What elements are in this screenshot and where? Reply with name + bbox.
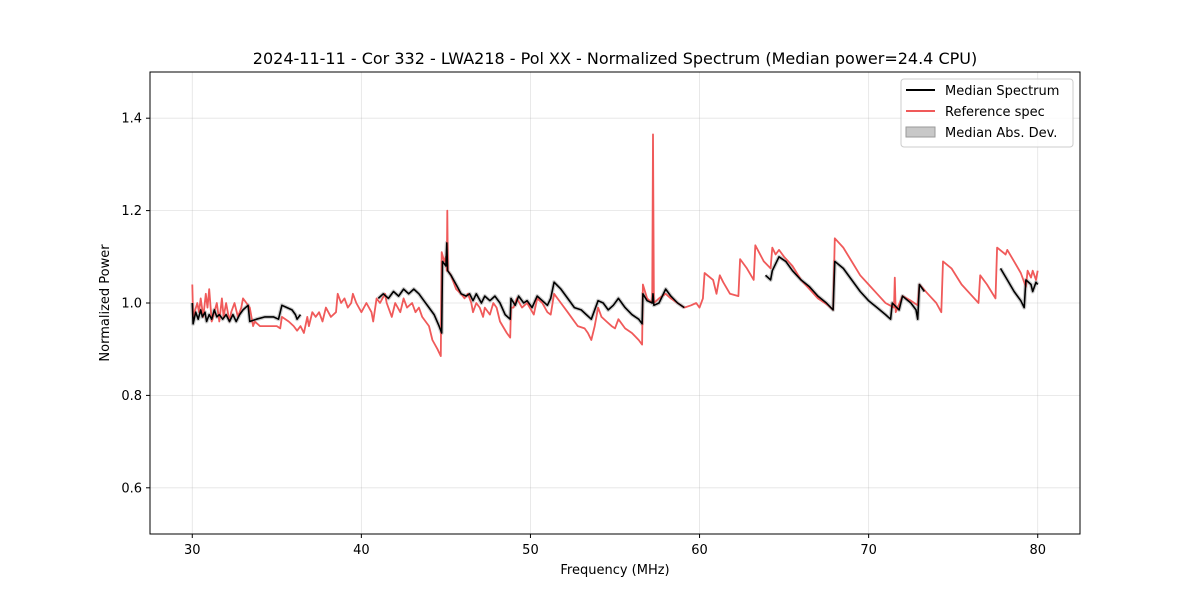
legend: Median Spectrum Reference spec Median Ab… — [900, 78, 1074, 148]
y-axis-label: Normalized Power — [98, 244, 113, 362]
x-axis-ticks: 30 40 50 60 70 80 — [184, 534, 1046, 558]
median-spectrum-line — [999, 267, 1039, 309]
x-tick-label: 30 — [184, 543, 201, 558]
x-tick-label: 60 — [691, 543, 708, 558]
y-tick-label: 1.0 — [121, 297, 142, 312]
legend-box — [900, 78, 1074, 148]
legend-label-reference: Reference spec — [945, 105, 1045, 120]
x-tick-label: 80 — [1029, 543, 1046, 558]
x-tick-label: 40 — [353, 543, 370, 558]
y-tick-label: 1.2 — [121, 204, 142, 219]
x-tick-label: 70 — [860, 543, 877, 558]
legend-label-median: Median Spectrum — [945, 84, 1059, 99]
median-spectrum-line — [191, 302, 302, 325]
series-lines — [191, 133, 1039, 358]
y-tick-label: 1.4 — [121, 112, 142, 127]
legend-mad-patch-swatch — [905, 126, 936, 138]
chart-title: 2024-11-11 - Cor 332 - LWA218 - Pol XX -… — [253, 49, 977, 68]
y-axis-ticks: 0.6 0.8 1.0 1.2 1.4 — [121, 112, 150, 496]
reference-spec-line — [191, 133, 1039, 358]
y-tick-label: 0.8 — [121, 389, 142, 404]
x-axis-label: Frequency (MHz) — [560, 563, 669, 578]
legend-label-mad: Median Abs. Dev. — [945, 126, 1057, 141]
median-spectrum-line — [764, 255, 926, 321]
y-tick-label: 0.6 — [121, 481, 142, 496]
x-tick-label: 50 — [522, 543, 539, 558]
median-spectrum-line — [377, 242, 685, 334]
